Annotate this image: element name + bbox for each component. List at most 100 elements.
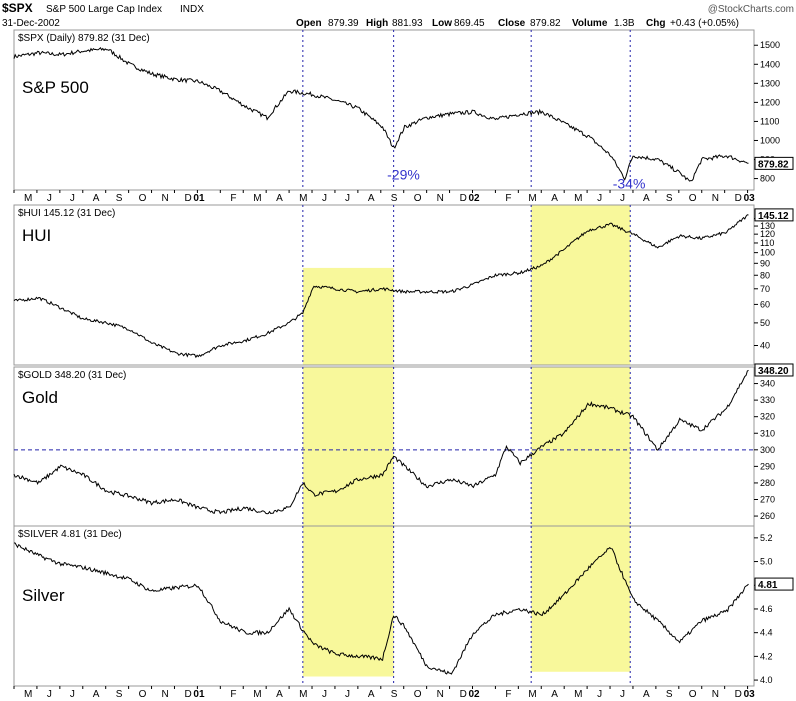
- y-tick-label: 1200: [760, 97, 780, 107]
- y-tick-label: 4.6: [760, 604, 773, 614]
- x-tick-label: D: [735, 193, 742, 204]
- y-tick-label: 340: [760, 379, 775, 389]
- x-tick-label: N: [712, 689, 719, 700]
- last-value: 4.81: [758, 580, 778, 591]
- panel-s-p-500: 800900100011001200130014001500$SPX (Dail…: [13, 29, 794, 192]
- x-tick-label: M: [528, 193, 536, 204]
- y-tick-label: 60: [760, 299, 770, 309]
- x-tick-label: J: [597, 193, 602, 204]
- x-tick-label: N: [712, 193, 719, 204]
- x-tick-label: M: [574, 193, 582, 204]
- series-line: [13, 46, 749, 182]
- highlight-box: [302, 526, 394, 677]
- x-tick-label: J: [47, 193, 52, 204]
- x-tick-label: M: [528, 689, 536, 700]
- y-tick-label: 4.0: [760, 675, 773, 685]
- x-tick-label: S: [391, 193, 398, 204]
- y-tick-label: 310: [760, 428, 775, 438]
- y-tick-label: 800: [760, 174, 775, 184]
- exchange: INDX: [180, 4, 204, 15]
- x-tick-label: O: [689, 193, 697, 204]
- last-value: 348.20: [758, 366, 789, 377]
- x-tick-label: J: [345, 193, 350, 204]
- x-tick-label: S: [391, 689, 398, 700]
- x-tick-label: 01: [193, 689, 205, 700]
- x-tick-label: M: [299, 193, 307, 204]
- x-tick-label: S: [116, 689, 123, 700]
- panel-silver: 4.04.24.44.64.85.05.2$SILVER 4.81 (31 De…: [13, 525, 794, 687]
- y-tick-label: 1300: [760, 78, 780, 88]
- x-tick-label: F: [505, 193, 511, 204]
- y-tick-label: 290: [760, 461, 775, 471]
- legend: $SILVER 4.81 (31 Dec): [18, 529, 122, 540]
- x-tick-label: A: [368, 689, 375, 700]
- x-tick-label: J: [345, 689, 350, 700]
- symbol: $SPX: [2, 1, 33, 15]
- highlight-box: [302, 367, 394, 526]
- x-tick-label: M: [574, 689, 582, 700]
- close-label: Close: [498, 18, 526, 29]
- x-tick-label: O: [139, 193, 147, 204]
- x-tick-label: M: [24, 689, 32, 700]
- y-tick-label: 50: [760, 318, 770, 328]
- x-tick-label: F: [230, 689, 236, 700]
- x-tick-label: D: [460, 689, 467, 700]
- y-tick-label: 90: [760, 258, 770, 268]
- x-tick-label: J: [70, 193, 75, 204]
- y-tick-label: 280: [760, 478, 775, 488]
- y-tick-label: 120: [760, 229, 775, 239]
- last-value-box: [754, 208, 794, 222]
- y-tick-label: 70: [760, 284, 770, 294]
- panels: 800900100011001200130014001500$SPX (Dail…: [13, 29, 794, 687]
- low-label: Low: [432, 18, 452, 29]
- x-tick-label: J: [322, 689, 327, 700]
- highlight-box: [302, 267, 394, 365]
- drawdown-annotation: -29%: [387, 167, 420, 183]
- x-tick-label: D: [184, 193, 191, 204]
- y-tick-label: 320: [760, 412, 775, 422]
- y-tick-label: 40: [760, 341, 770, 351]
- y-tick-label: 300: [760, 445, 775, 455]
- x-tick-label: D: [184, 689, 191, 700]
- y-tick-label: 1500: [760, 40, 780, 50]
- x-tick-label: O: [414, 689, 422, 700]
- x-tick-label: D: [460, 193, 467, 204]
- last-value-box: [754, 363, 794, 377]
- x-axis: M J J A S O N D 01 F M A M J J A S O N D 02 F M A M J J A S O N D 03M J J A…: [13, 190, 755, 700]
- legend: $HUI 145.12 (31 Dec): [18, 208, 115, 219]
- series-line: [13, 369, 749, 515]
- volume-label: Volume: [572, 18, 608, 29]
- x-tick-label: N: [162, 689, 169, 700]
- x-tick-label: J: [620, 689, 625, 700]
- volume-value: 1.3B: [614, 18, 635, 29]
- series-line: [13, 542, 749, 675]
- x-tick-label: F: [505, 689, 511, 700]
- x-tick-label: A: [551, 193, 558, 204]
- chg-value: +0.43 (+0.05%): [670, 18, 739, 29]
- y-tick-label: 1000: [760, 135, 780, 145]
- panel-label: Gold: [22, 388, 58, 407]
- highlight-box: [531, 526, 631, 672]
- high-value: 881.93: [392, 18, 423, 29]
- x-tick-label: N: [437, 193, 444, 204]
- watermark: @StockCharts.com: [708, 4, 794, 15]
- x-tick-label: O: [689, 689, 697, 700]
- x-tick-label: D: [735, 689, 742, 700]
- y-tick-label: 130: [760, 221, 775, 231]
- x-tick-label: S: [116, 193, 123, 204]
- x-tick-label: J: [47, 689, 52, 700]
- last-value: 145.12: [758, 211, 789, 222]
- y-tick-label: 1400: [760, 59, 780, 69]
- last-value-box: [754, 156, 794, 170]
- y-tick-label: 5.0: [760, 557, 773, 567]
- y-tick-label: 4.2: [760, 651, 773, 661]
- x-tick-label: M: [24, 193, 32, 204]
- y-tick-label: 330: [760, 395, 775, 405]
- x-tick-label: M: [253, 193, 261, 204]
- open-label: Open: [296, 18, 322, 29]
- x-tick-label: A: [276, 689, 283, 700]
- x-tick-label: O: [139, 689, 147, 700]
- highlight-box: [531, 205, 631, 365]
- y-tick-label: 270: [760, 495, 775, 505]
